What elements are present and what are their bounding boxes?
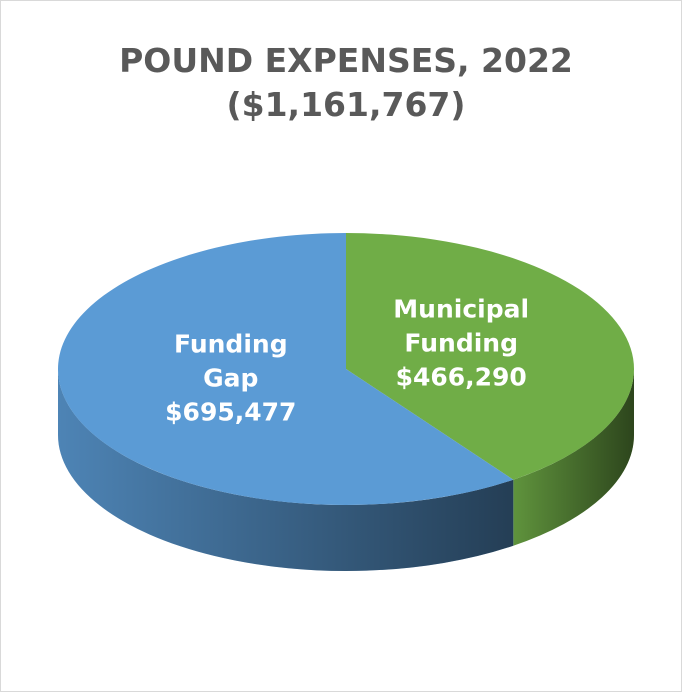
slice xyxy=(346,233,634,480)
data-label-value: $695,477 xyxy=(165,397,296,426)
data-label-category: Municipal Funding xyxy=(393,295,529,358)
chart-subtitle: ($1,161,767) xyxy=(227,85,466,124)
slice xyxy=(57,233,514,505)
data-label-value: $466,290 xyxy=(396,363,527,392)
chart-title: POUND EXPENSES, 2022 xyxy=(119,41,573,80)
data-label-category: Funding Gap xyxy=(174,329,288,392)
side-shade xyxy=(58,369,514,571)
side-shade xyxy=(513,369,634,546)
